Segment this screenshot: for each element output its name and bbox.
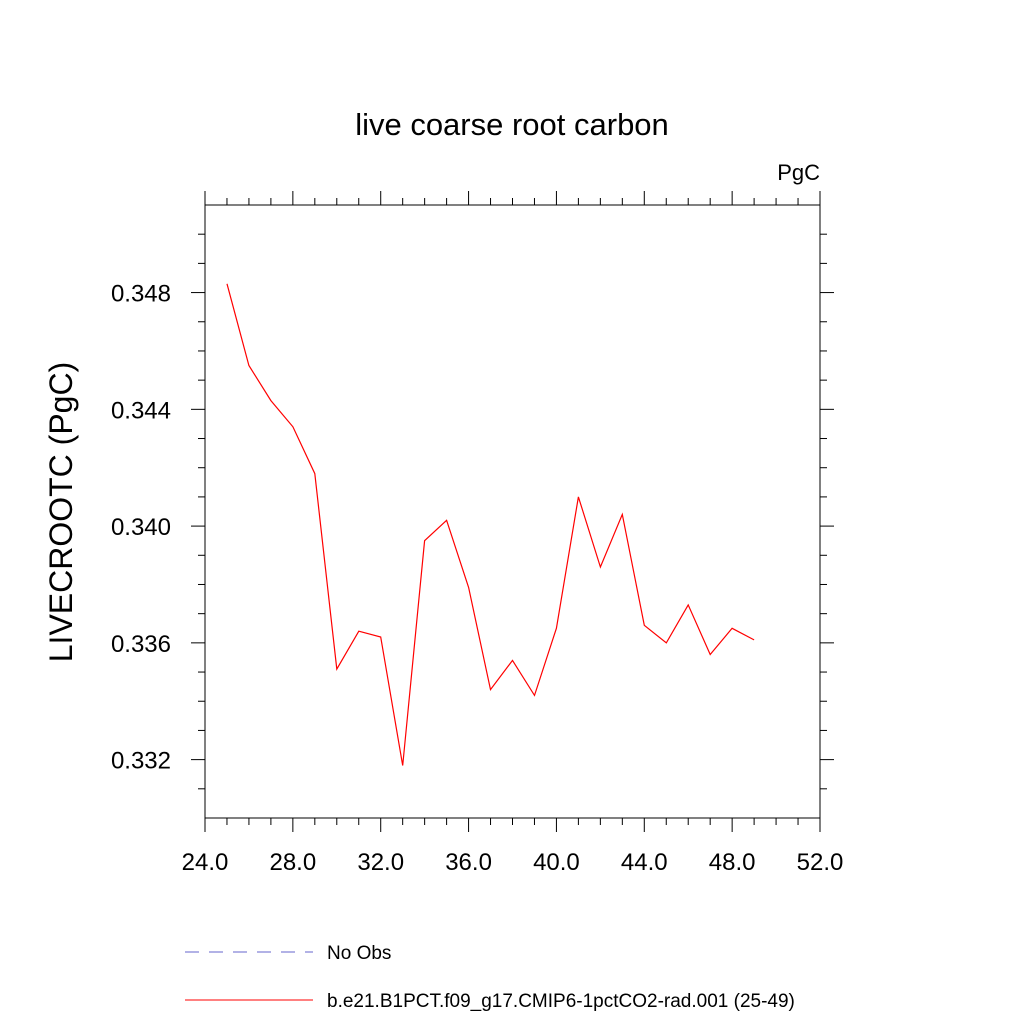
axis-tick-labels: 24.0 28.0 32.0 36.0 40.0 44.0 48.0 52.0 0.332 0.3… [111, 281, 843, 876]
axis-ticks [191, 191, 834, 832]
series-lines [226, 283, 755, 766]
y-axis-label: LIVECROOTC (PgC) [43, 362, 79, 662]
y-tick-label: 0.340 [111, 514, 171, 541]
plot-frame [204, 204, 821, 819]
x-tick-label: 28.0 [269, 849, 316, 876]
x-tick-label: 40.0 [533, 849, 580, 876]
x-tick-label: 24.0 [182, 849, 229, 876]
x-tick-label: 52.0 [797, 849, 844, 876]
units-label: PgC [777, 160, 820, 185]
y-tick-label: 0.348 [111, 281, 171, 308]
x-tick-label: 48.0 [709, 849, 756, 876]
legend-label: b.e21.B1PCT.f09_g17.CMIP6-1pctCO2-rad.00… [327, 991, 795, 1012]
chart-title: live coarse root carbon [355, 107, 669, 142]
y-tick-label: 0.336 [111, 631, 171, 658]
x-tick-label: 44.0 [621, 849, 668, 876]
y-tick-label: 0.332 [111, 748, 171, 775]
series-line [226, 283, 755, 766]
x-tick-label: 36.0 [445, 849, 492, 876]
legend: No Obs b.e21.B1PCT.f09_g17.CMIP6-1pctCO2-… [185, 943, 795, 1012]
legend-label: No Obs [327, 943, 391, 964]
y-tick-label: 0.344 [111, 397, 171, 424]
x-tick-label: 32.0 [357, 849, 404, 876]
